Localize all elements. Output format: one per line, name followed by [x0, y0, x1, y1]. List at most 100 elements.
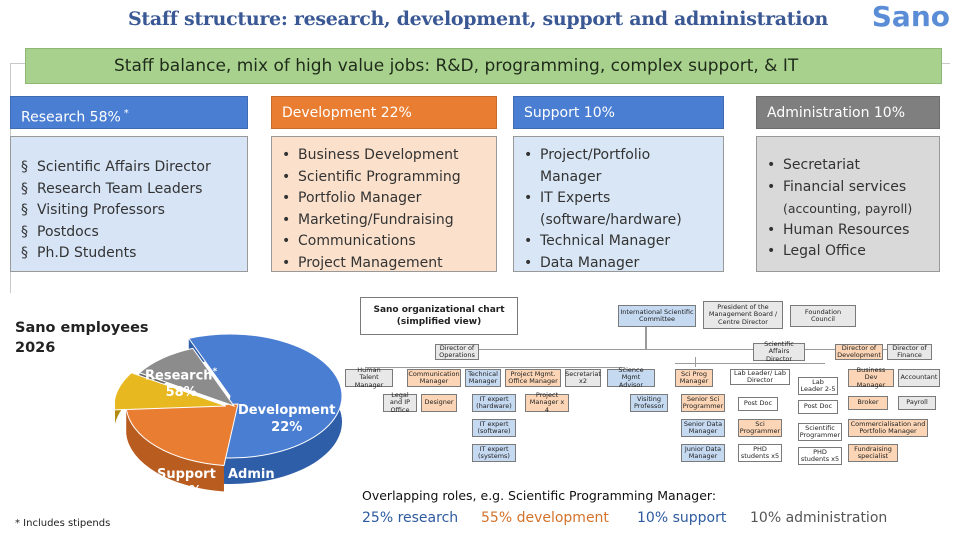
- org-connector: [365, 367, 625, 368]
- bullet: •: [282, 190, 291, 206]
- org-connector: [645, 327, 647, 349]
- employees-title: Sano employees 2026: [15, 318, 149, 358]
- org-box-legal: Legal and IP Office: [383, 391, 417, 414]
- administration-list: • Secretariat • Financial services (accoun…: [756, 136, 940, 272]
- org-connector: [675, 363, 825, 364]
- org-box-accountant: Accountant: [898, 369, 940, 387]
- pie-label-support: Support 10%: [157, 467, 216, 499]
- bullet: •: [282, 254, 291, 271]
- development-column: Development 22% • Business Development • S…: [271, 96, 497, 272]
- org-box-phd-1: PHD students x5: [738, 444, 782, 462]
- org-box-postdoc-1: Post Doc: [738, 397, 778, 411]
- org-box-designer: Designer: [421, 394, 457, 412]
- pie-slice-support: [115, 372, 227, 411]
- administration-column: Administration 10% • Secretariat • Financi…: [756, 96, 940, 272]
- administration-header: Administration 10%: [756, 96, 940, 129]
- research-header-label: Research 58%: [21, 109, 121, 126]
- org-box-sci-mgmt: Science Mgmt Advisor: [607, 366, 655, 389]
- support-header: Support 10%: [513, 96, 724, 129]
- list-item: § Scientific Affairs Director: [11, 157, 247, 179]
- org-box-foundation: Foundation Council: [790, 305, 856, 327]
- list-item: • Legal Office: [757, 241, 939, 263]
- org-box-it-sys: IT expert (systems): [472, 444, 516, 462]
- org-box-senior-sci: Senior Sci Programmer: [681, 394, 725, 412]
- org-chart-title: Sano organizational chart (simplified vi…: [360, 297, 518, 335]
- org-box-payroll: Payroll: [898, 396, 936, 410]
- list-item: • Data Manager: [514, 253, 723, 275]
- org-box-dir-dev: Director of Development: [835, 344, 883, 360]
- org-box-lab-leader: Lab Leader/ Lab Director: [730, 369, 790, 385]
- list-item: § Postdocs: [11, 222, 247, 244]
- staff-balance-banner: Staff balance, mix of high value jobs: R…: [25, 48, 942, 84]
- development-header: Development 22%: [271, 96, 497, 129]
- bullet: •: [767, 243, 776, 259]
- overlap-development: 55% development: [481, 510, 609, 526]
- org-box-commercial: Commercialisation and Portfolio Manager: [848, 419, 928, 437]
- org-box-junior-data: Junior Data Manager: [681, 444, 725, 462]
- pie-label-development: Development 22%: [238, 403, 336, 435]
- org-box-senior-data: Senior Data Manager: [681, 419, 725, 437]
- org-box-tech: Technical Manager: [465, 369, 501, 387]
- org-connector: [440, 349, 910, 350]
- list-item-continuation: Manager: [540, 168, 602, 185]
- bullet: •: [282, 147, 291, 163]
- bullet: •: [767, 157, 776, 173]
- pie-label-research: Research* 58%: [145, 367, 218, 401]
- org-box-sci-prog-mgr: Sci Prog Manager: [675, 369, 713, 387]
- bullet: §: [21, 159, 28, 175]
- org-box-isc: International Scientific Committee: [618, 305, 696, 327]
- org-box-secretariat: Secretariat x2: [565, 369, 601, 387]
- development-list: • Business Development • Scientific Progra…: [271, 136, 497, 272]
- org-box-broker: Broker: [848, 396, 888, 410]
- list-item-continuation: (accounting, payroll): [783, 201, 913, 216]
- org-box-postdoc-2: Post Doc: [798, 400, 838, 414]
- list-item: • Secretariat: [757, 155, 939, 177]
- bullet: •: [767, 178, 776, 195]
- overlap-admin: 10% administration: [750, 510, 888, 526]
- support-column: Support 10% • Project/Portfolio Manager •…: [513, 96, 724, 272]
- bullet: •: [524, 254, 533, 271]
- research-header-mark: *: [123, 108, 129, 119]
- footnote: * Includes stipends: [15, 518, 111, 529]
- org-box-lab: Lab Leader 2-5: [798, 377, 838, 395]
- list-item: • Communications: [272, 231, 496, 253]
- list-item: § Visiting Professors: [11, 200, 247, 222]
- bullet: §: [21, 245, 28, 261]
- list-item: • Marketing/Fundraising: [272, 210, 496, 232]
- org-box-comm: Communication Manager: [407, 369, 461, 387]
- research-list: § Scientific Affairs Director § Research T…: [10, 136, 248, 272]
- list-item: • Human Resources: [757, 220, 939, 242]
- list-item: • Financial services: [757, 177, 939, 199]
- pie-slice-admin: [138, 347, 236, 407]
- support-list: • Project/Portfolio Manager • IT Experts (…: [513, 136, 724, 272]
- pie-slice-side-development: [126, 407, 224, 492]
- employees-pie-chart: [115, 333, 343, 492]
- bullet: •: [524, 147, 533, 163]
- org-box-dir-fin: Director of Finance: [887, 344, 932, 360]
- bullet: §: [21, 202, 28, 218]
- bullet: •: [524, 190, 533, 206]
- bullet: •: [767, 221, 776, 238]
- research-header: Research 58% *: [10, 96, 248, 129]
- list-item: • Technical Manager: [514, 231, 723, 253]
- overlap-research: 25% research: [362, 510, 459, 526]
- research-column: Research 58% * § Scientific Affairs Direct…: [10, 96, 248, 272]
- org-box-sci-programmer-2: Scientific Programmer: [798, 423, 842, 441]
- org-box-visiting: Visiting Professor: [630, 394, 668, 412]
- list-item: • Project/Portfolio: [514, 145, 723, 167]
- list-item: • IT Experts: [514, 188, 723, 210]
- org-box-phd-2: PHD students x5: [798, 447, 842, 465]
- page-title: Staff structure: research, development, …: [128, 8, 829, 30]
- org-box-it-hw: IT expert (hardware): [472, 394, 516, 412]
- pie-label-admin: Admin 10%: [228, 467, 275, 499]
- org-box-pm4: Project Manager x 4: [525, 391, 569, 414]
- employees-title-line2: 2026: [15, 340, 56, 356]
- list-item: § Research Team Leaders: [11, 179, 247, 201]
- bullet: •: [282, 211, 291, 228]
- org-box-president: President of the Management Board / Cent…: [703, 301, 783, 329]
- bullet: §: [21, 223, 28, 240]
- org-connector: [695, 357, 696, 367]
- bullet: •: [282, 168, 291, 185]
- org-box-dir-ops: Director of Operations: [435, 344, 479, 360]
- org-box-fundraising: Fundraising specialist: [848, 444, 898, 462]
